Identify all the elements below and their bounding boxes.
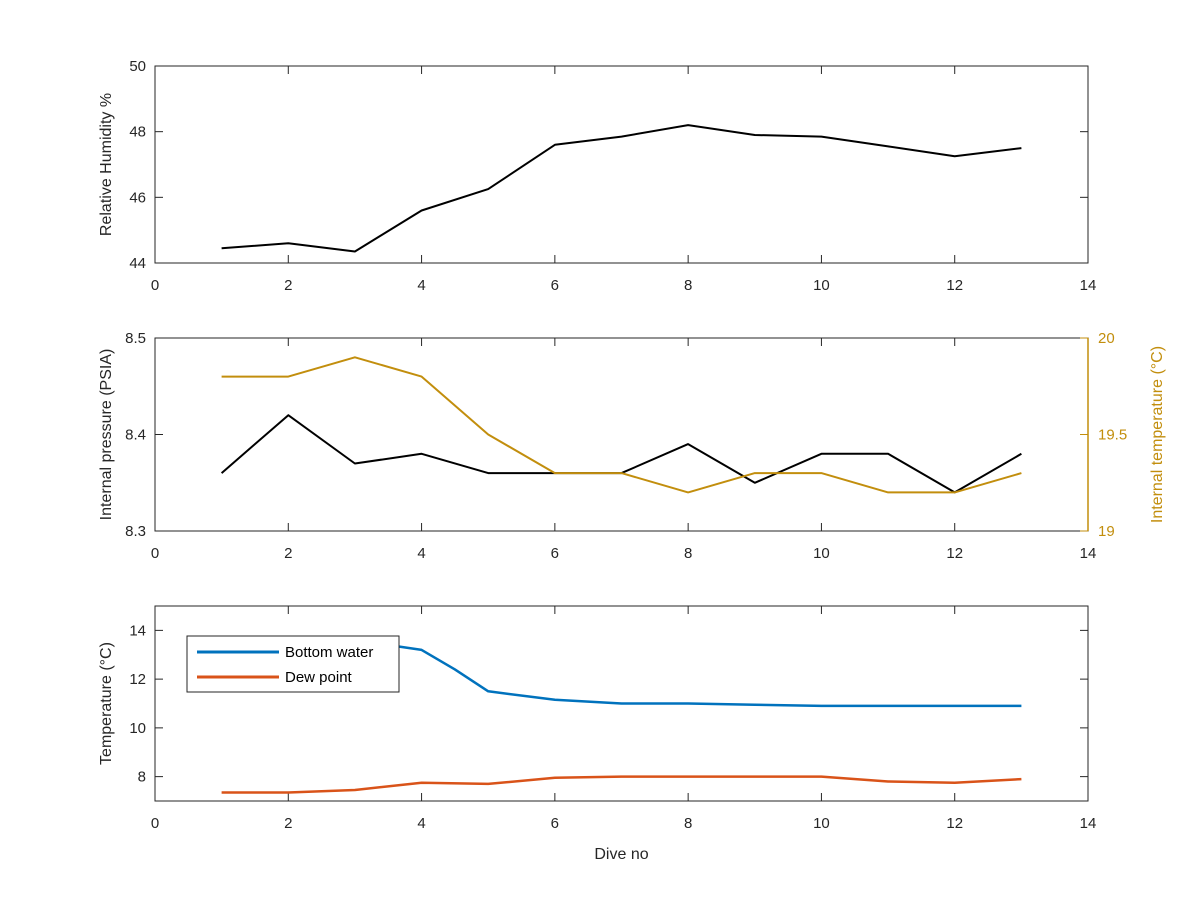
x-tick-label: 14 xyxy=(1080,815,1097,832)
y-tick-label: 8 xyxy=(138,769,146,786)
y-tick-label: 46 xyxy=(129,189,146,206)
y-axis-label: Temperature (°C) xyxy=(98,642,115,765)
x-tick-label: 2 xyxy=(284,815,292,832)
series-line-1 xyxy=(221,124,1022,253)
x-tick-label: 0 xyxy=(151,277,159,294)
x-tick-label: 8 xyxy=(684,545,692,562)
x-axis-label: Dive no xyxy=(594,846,648,863)
legend-box xyxy=(186,635,400,693)
legend-label: Dew point xyxy=(285,669,353,686)
x-tick-label: 10 xyxy=(813,815,830,832)
x-tick-label: 14 xyxy=(1080,277,1097,294)
y2-tick-label: 19.5 xyxy=(1098,427,1127,444)
x-tick-label: 10 xyxy=(813,277,830,294)
y-tick-label: 12 xyxy=(129,671,146,688)
y2-tick-label: 20 xyxy=(1098,330,1115,347)
y-tick-label: 44 xyxy=(129,255,146,272)
y-tick-label: 8.5 xyxy=(125,330,146,347)
x-tick-label: 0 xyxy=(151,815,159,832)
y-tick-label: 14 xyxy=(129,622,146,639)
y2-axis-label: Internal temperature (°C) xyxy=(1149,346,1166,523)
plot-frame xyxy=(154,337,1089,532)
y-tick-label: 8.4 xyxy=(125,427,146,444)
panel-2: 0 2 4 6 8 10 12 14 8.3 8.4 8.5 19 19.5 20 Internal tem… xyxy=(98,330,1166,562)
y-axis-label: Internal pressure (PSIA) xyxy=(98,349,115,521)
x-tick-label: 12 xyxy=(946,277,963,294)
y-tick-label: 50 xyxy=(129,58,146,75)
y-tick-label: 48 xyxy=(129,124,146,141)
x-tick-label: 10 xyxy=(813,545,830,562)
y-tick-label: 10 xyxy=(129,720,146,737)
x-tick-label: 14 xyxy=(1080,545,1097,562)
x-tick-label: 6 xyxy=(551,277,559,294)
x-tick-label: 4 xyxy=(417,277,425,294)
x-tick-label: 8 xyxy=(684,277,692,294)
series-line-2 xyxy=(221,356,1022,494)
x-tick-label: 2 xyxy=(284,277,292,294)
y2-tick-label: 19 xyxy=(1098,523,1115,540)
x-tick-label: 0 xyxy=(151,545,159,562)
y-tick-label: 8.3 xyxy=(125,523,146,540)
legend-label: Bottom water xyxy=(285,644,373,661)
x-tick-label: 12 xyxy=(946,545,963,562)
plot-frame xyxy=(154,65,1089,264)
series-line-2 xyxy=(221,775,1022,794)
legend: Bottom water Dew point xyxy=(186,635,400,693)
x-tick-label: 6 xyxy=(551,815,559,832)
panel-3: 0 2 4 6 8 10 12 14 8 10 12 14 Temperature (°C) Dive n… xyxy=(98,605,1097,863)
x-tick-label: 4 xyxy=(417,815,425,832)
y-axis-label: Relative Humidity % xyxy=(98,93,115,236)
x-tick-label: 6 xyxy=(551,545,559,562)
x-tick-label: 4 xyxy=(417,545,425,562)
x-tick-label: 8 xyxy=(684,815,692,832)
x-tick-label: 12 xyxy=(946,815,963,832)
x-tick-label: 2 xyxy=(284,545,292,562)
